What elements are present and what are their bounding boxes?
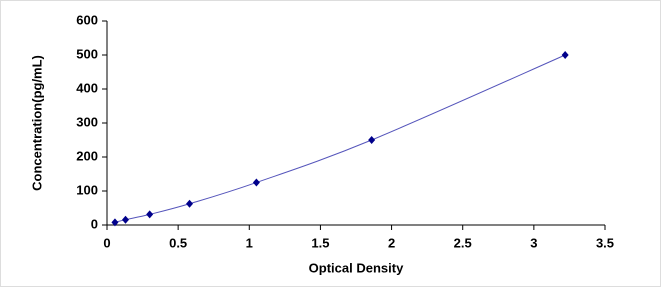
y-tick-label: 200 [76, 148, 98, 163]
data-point [186, 199, 194, 208]
data-point [111, 218, 119, 227]
y-tick-label: 500 [76, 46, 98, 61]
x-axis-label: Optical Density [309, 260, 404, 275]
data-point [368, 136, 376, 144]
y-axis-label: Concentration(pg/mL) [29, 55, 44, 191]
x-tick-label: 2 [388, 235, 395, 250]
y-tick-label: 100 [76, 182, 98, 197]
x-tick-label: 0.5 [169, 235, 187, 250]
x-tick-label: 0 [103, 235, 110, 250]
x-tick-label: 3.5 [596, 235, 614, 250]
y-tick-label: 300 [76, 114, 98, 129]
x-tick-label: 1 [246, 235, 253, 250]
fit-line [114, 54, 566, 223]
y-tick-label: 600 [76, 12, 98, 27]
x-tick-label: 2.5 [454, 235, 472, 250]
data-point [252, 178, 260, 187]
data-point [121, 215, 129, 224]
data-point [146, 210, 154, 219]
x-tick-label: 3 [530, 235, 537, 250]
y-tick-label: 400 [76, 80, 98, 95]
y-tick-label: 0 [91, 216, 98, 231]
x-tick-label: 1.5 [311, 235, 329, 250]
data-point [561, 51, 569, 59]
